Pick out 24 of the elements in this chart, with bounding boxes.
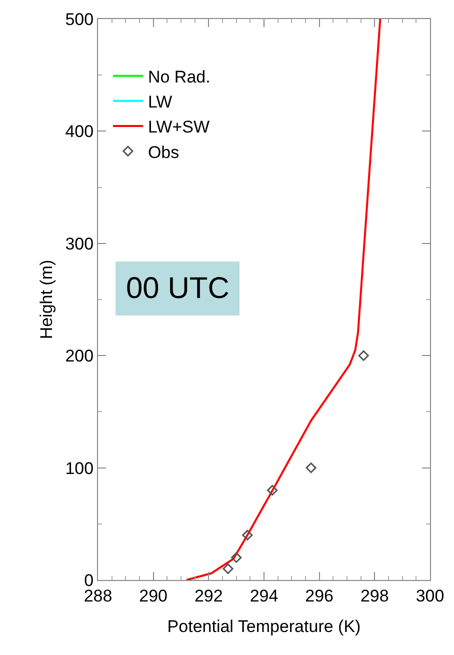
- legend-label: No Rad.: [148, 67, 210, 86]
- point: [242, 530, 253, 540]
- x-tick-label: 296: [305, 586, 334, 606]
- y-axis-title: Height (m): [36, 260, 56, 340]
- legend-label: LW+SW: [148, 118, 210, 137]
- x-tick-label: 300: [416, 586, 444, 606]
- point: [222, 563, 234, 574]
- x-tick-label: 298: [360, 586, 389, 606]
- y-tick-label: 100: [65, 458, 94, 478]
- x-tick-label: 292: [194, 586, 223, 606]
- legend-label: Obs: [148, 142, 180, 162]
- x-tick-label: 290: [139, 586, 168, 606]
- point: [231, 552, 242, 563]
- point: [358, 350, 369, 361]
- y-tick-label: 500: [65, 10, 94, 29]
- x-axis-title: Potential Temperature (K): [167, 616, 361, 636]
- x-tick-label: 294: [250, 586, 278, 606]
- y-tick-label: 200: [65, 346, 94, 366]
- point: [267, 484, 278, 496]
- legend-label: LW: [148, 92, 172, 112]
- annotation: 00 UTC: [126, 272, 230, 305]
- y-tick-label: 400: [65, 122, 94, 142]
- point: [306, 462, 316, 474]
- y-tick-label: 300: [65, 234, 94, 254]
